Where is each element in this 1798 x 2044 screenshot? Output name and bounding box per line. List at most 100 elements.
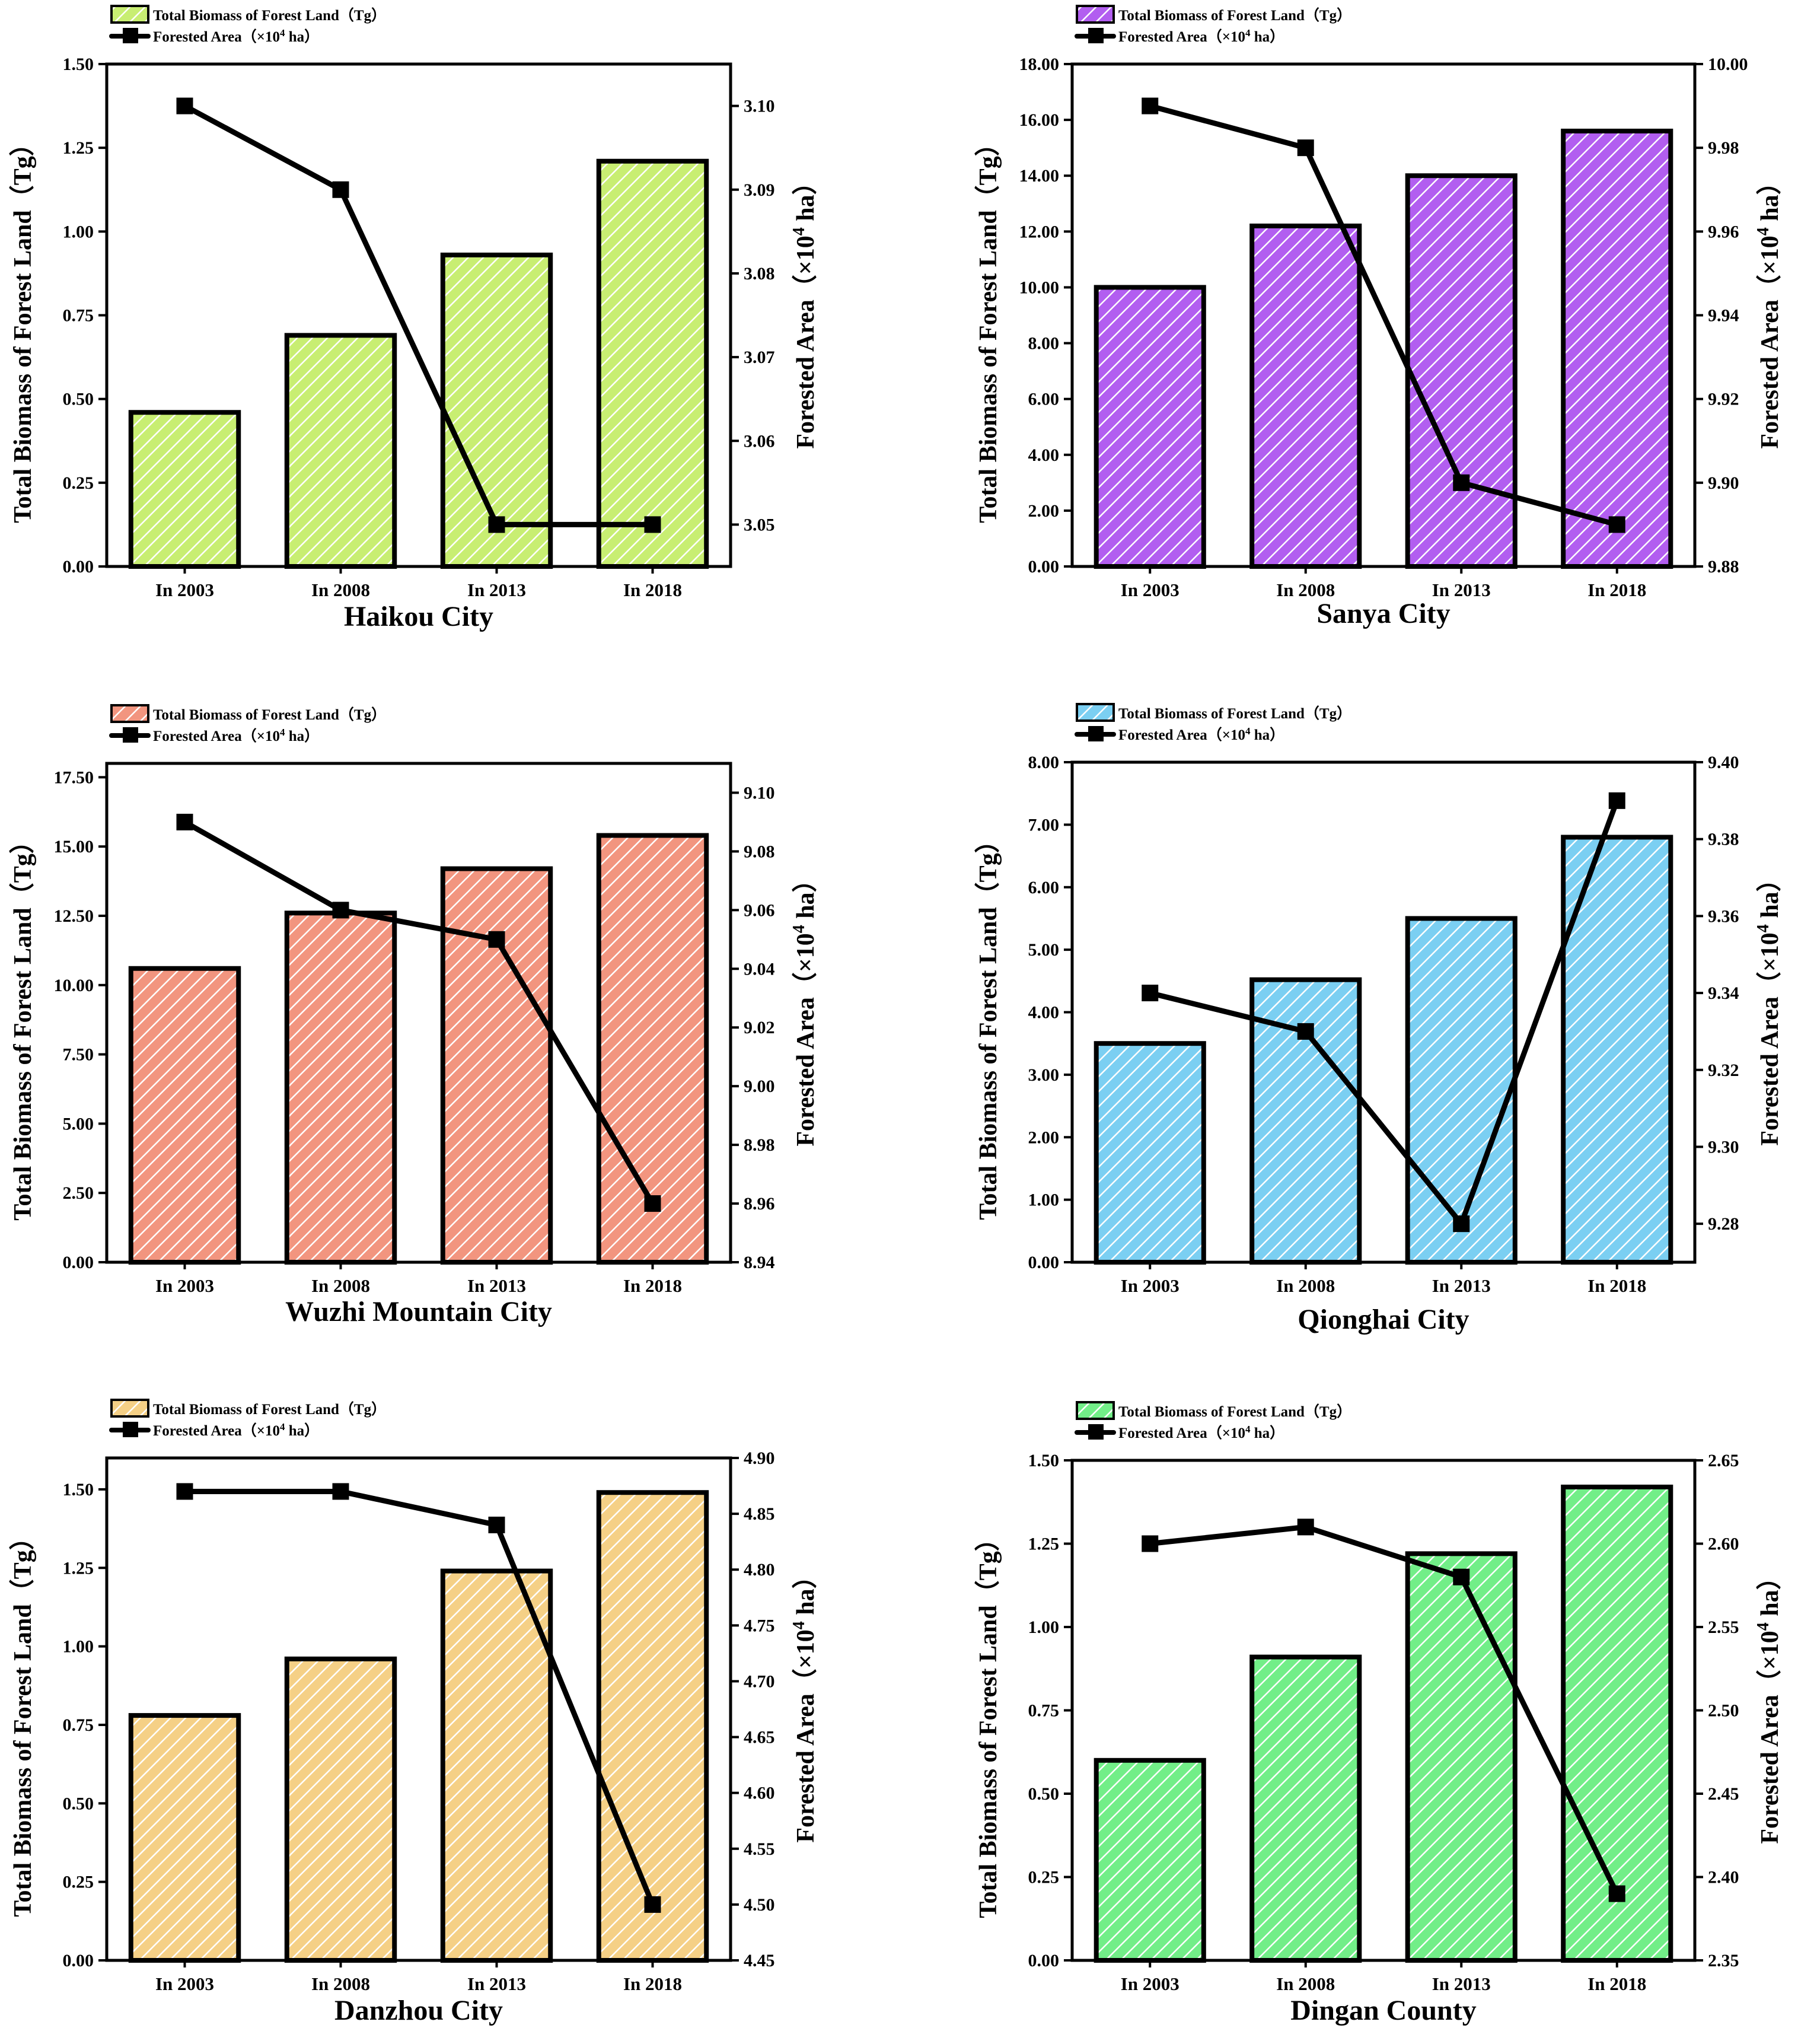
right-tick-label: 2.55 xyxy=(1708,1618,1739,1637)
plot-frame xyxy=(105,762,732,1264)
category-label: In 2013 xyxy=(467,1973,526,1994)
forested-area-line xyxy=(1149,1524,1620,1895)
line-marker-4 xyxy=(1608,516,1625,533)
left-tick-label: 12.50 xyxy=(54,906,94,926)
legend-line-label: Forested Area（×104 ha） xyxy=(153,27,319,45)
category-label: In 2013 xyxy=(467,580,526,600)
panel-title: Wuzhi Mountain City xyxy=(285,1296,552,1327)
chart-panel-6: 0.00 0.25 0.50 0.75 1.00 1.25 1.50 2.35 2.40 2.45… xyxy=(974,1401,1784,2026)
legend-bar-label: Total Biomass of Forest Land（Tg） xyxy=(153,7,386,24)
bar-1 xyxy=(1094,1758,1206,1963)
right-tick-label: 9.92 xyxy=(1708,390,1739,409)
right-tick-label: 9.40 xyxy=(1708,753,1739,772)
bar-1 xyxy=(128,1713,241,1963)
category-label: In 2008 xyxy=(1276,580,1335,600)
category-label: In 2008 xyxy=(1276,1275,1335,1296)
line-marker-3 xyxy=(488,931,505,948)
left-tick-label: 10.00 xyxy=(1019,278,1060,297)
right-tick-label: 9.90 xyxy=(1708,473,1739,493)
line-marker-3 xyxy=(1453,1568,1470,1585)
chart-panel-5: 0.00 0.25 0.50 0.75 1.00 1.25 1.50 4.45 4.50 4.55… xyxy=(9,1399,820,2026)
left-tick-label: 1.00 xyxy=(1028,1618,1060,1637)
line-marker-4 xyxy=(644,516,661,533)
left-tick-label: 0.75 xyxy=(63,1715,94,1735)
left-tick-label: 5.00 xyxy=(63,1114,94,1134)
line-marker-1 xyxy=(176,813,193,830)
right-axis-title: Forested Area（×104 ha） xyxy=(790,1564,820,1842)
right-tick-label: 9.00 xyxy=(744,1077,775,1096)
bar-1 xyxy=(128,410,241,569)
right-tick-label: 9.06 xyxy=(744,900,775,920)
right-axis-title: Forested Area（×104 ha） xyxy=(790,170,820,448)
bar-3 xyxy=(1405,916,1518,1265)
line-marker-1 xyxy=(176,97,193,114)
legend-line-marker xyxy=(123,28,138,43)
panel-title: Haikou City xyxy=(344,601,493,632)
right-tick-label: 2.40 xyxy=(1708,1868,1739,1887)
line-marker-2 xyxy=(1297,139,1314,157)
left-tick-label: 7.50 xyxy=(63,1045,94,1065)
legend-bar-swatch xyxy=(110,704,149,723)
line-marker-1 xyxy=(176,1483,193,1500)
category-label: In 2003 xyxy=(1121,1275,1179,1296)
bar-3 xyxy=(1405,173,1518,569)
left-tick-label: 0.25 xyxy=(63,1873,94,1892)
left-tick-label: 0.00 xyxy=(63,1253,94,1272)
left-tick-label: 1.00 xyxy=(63,1637,94,1657)
right-tick-label: 8.98 xyxy=(744,1135,775,1155)
left-tick-label: 1.00 xyxy=(63,222,94,241)
left-tick-label: 2.00 xyxy=(1028,1128,1060,1147)
legend-bar-swatch xyxy=(1076,1401,1115,1420)
right-tick-label: 8.96 xyxy=(744,1194,775,1214)
legend-line-marker xyxy=(123,727,138,743)
line-marker-2 xyxy=(1297,1518,1314,1536)
left-tick-label: 18.00 xyxy=(1019,55,1060,74)
right-tick-label: 2.35 xyxy=(1708,1951,1739,1970)
category-label: In 2003 xyxy=(155,1973,214,1994)
legend-line-marker xyxy=(1088,1424,1104,1440)
left-tick-label: 1.50 xyxy=(63,55,94,74)
bar-2 xyxy=(284,333,397,569)
left-tick-label: 8.00 xyxy=(1028,334,1060,354)
right-tick-label: 3.06 xyxy=(744,431,775,451)
right-tick-label: 4.60 xyxy=(744,1784,775,1803)
legend-bar-label: Total Biomass of Forest Land（Tg） xyxy=(1118,705,1351,722)
legend-line-marker xyxy=(1088,726,1104,741)
right-tick-label: 9.34 xyxy=(1708,983,1739,1003)
category-label: In 2013 xyxy=(467,1275,526,1296)
right-tick-label: 3.05 xyxy=(744,515,775,534)
right-tick-label: 9.32 xyxy=(1708,1061,1739,1080)
right-tick-label: 4.90 xyxy=(744,1448,775,1468)
chart-panel-1: 0.00 0.25 0.50 0.75 1.00 1.25 1.50 3.05 3.06 3.07… xyxy=(9,5,820,632)
plot-frame xyxy=(105,1456,732,1962)
bar-2 xyxy=(284,1656,397,1963)
right-tick-label: 4.55 xyxy=(744,1839,775,1859)
left-tick-label: 1.50 xyxy=(1028,1451,1060,1470)
right-tick-label: 4.70 xyxy=(744,1672,775,1691)
chart-panel-3: 0.00 2.50 5.00 7.50 10.00 12.50 15.00 17.50 8.94… xyxy=(9,704,820,1327)
bar-4 xyxy=(1561,1484,1673,1963)
right-tick-label: 9.96 xyxy=(1708,222,1739,241)
bar-2 xyxy=(284,910,397,1265)
left-axis-title: Total Biomass of Forest Land（Tg） xyxy=(9,1525,37,1916)
forested-area-line xyxy=(1149,103,1618,527)
left-axis-title: Total Biomass of Forest Land（Tg） xyxy=(974,828,1002,1220)
line-marker-3 xyxy=(488,516,505,533)
right-tick-label: 8.94 xyxy=(744,1253,775,1272)
left-tick-label: 14.00 xyxy=(1019,166,1060,186)
legend-bar-swatch xyxy=(110,1399,149,1418)
left-tick-label: 4.00 xyxy=(1028,445,1060,465)
bar-1 xyxy=(1094,285,1206,569)
panel-title: Danzhou City xyxy=(334,1995,503,2026)
line-marker-2 xyxy=(332,902,349,919)
right-tick-label: 3.10 xyxy=(744,97,775,116)
legend-line-label: Forested Area（×104 ha） xyxy=(1118,1424,1284,1441)
right-tick-label: 9.94 xyxy=(1708,306,1739,326)
legend-line-label: Forested Area（×104 ha） xyxy=(1118,725,1284,743)
right-tick-label: 3.07 xyxy=(744,348,775,367)
left-tick-label: 2.50 xyxy=(63,1183,94,1203)
line-marker-3 xyxy=(1453,474,1470,491)
left-tick-label: 12.00 xyxy=(1019,222,1060,241)
left-tick-label: 3.00 xyxy=(1028,1065,1060,1085)
